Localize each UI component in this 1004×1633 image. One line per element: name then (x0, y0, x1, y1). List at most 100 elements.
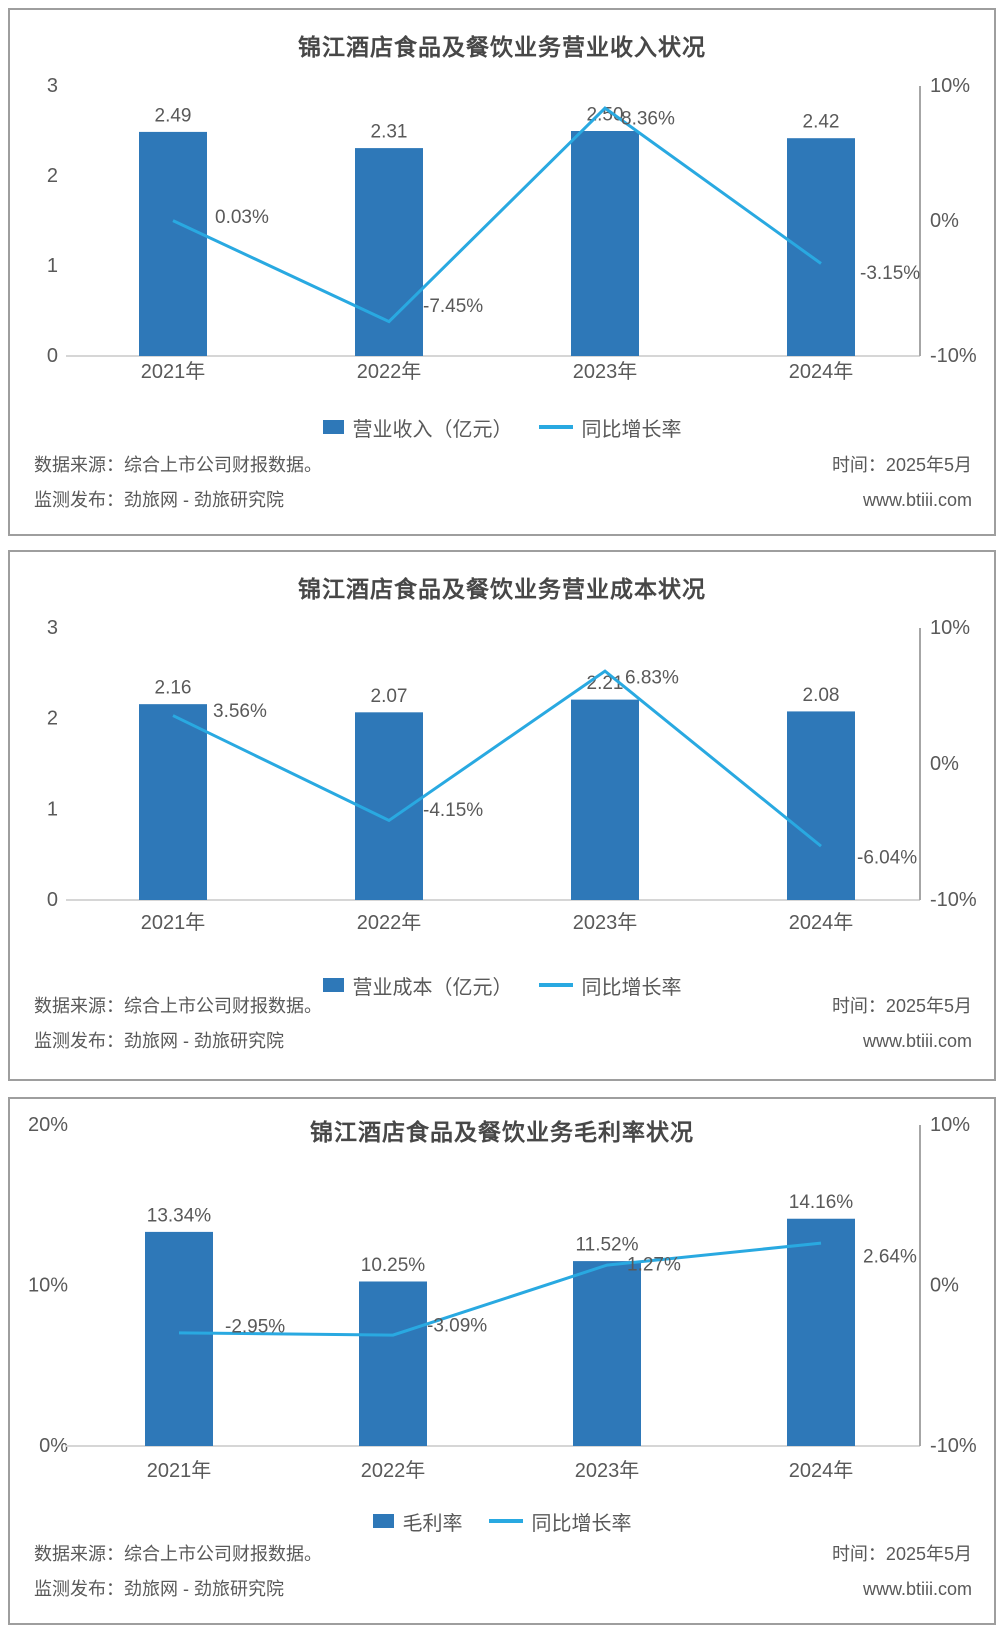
footer-time-line: 时间：2025年5月 (831, 1544, 972, 1564)
svg-text:0%: 0% (930, 753, 959, 775)
svg-text:-10%: -10% (930, 889, 977, 911)
svg-text:2024年: 2024年 (789, 1459, 854, 1482)
svg-text:-10%: -10% (930, 1435, 977, 1457)
line-series-swatch-icon (538, 983, 573, 987)
gross-margin-chart-title: 锦江酒店食品及餐饮业务毛利率状况 (310, 1119, 694, 1145)
footer-source-line: 数据来源：综合上市公司财报数据。 (34, 1544, 322, 1564)
svg-text:2024年: 2024年 (789, 911, 854, 934)
svg-text:0%: 0% (39, 1435, 68, 1457)
svg-text:-3.15%: -3.15% (860, 263, 920, 284)
svg-text:-4.15%: -4.15% (423, 800, 483, 821)
svg-text:-2.95%: -2.95% (225, 1316, 285, 1337)
legend-item-line: 同比增长率 (488, 1507, 632, 1536)
svg-text:0: 0 (47, 889, 58, 911)
legend-label-bar: 毛利率 (402, 1512, 463, 1535)
legend-item-line: 同比增长率 (538, 413, 682, 442)
svg-text:-3.09%: -3.09% (427, 1316, 487, 1337)
svg-text:11.52%: 11.52% (575, 1235, 638, 1256)
svg-text:2: 2 (47, 165, 58, 187)
svg-text:2022年: 2022年 (357, 360, 422, 383)
cost-chart-title: 锦江酒店食品及餐饮业务营业成本状况 (298, 576, 706, 602)
svg-text:0: 0 (47, 345, 58, 367)
line-series-swatch-icon (488, 1519, 523, 1523)
footer-publisher-line: 监测发布：劲旅网 - 劲旅研究院 (34, 1031, 284, 1051)
legend-label-bar: 营业成本（亿元） (352, 976, 513, 999)
svg-text:3.56%: 3.56% (213, 701, 267, 722)
svg-text:10.25%: 10.25% (361, 1255, 426, 1276)
bar-series-swatch-icon (372, 1514, 394, 1528)
legend-item-bar: 营业收入（亿元） (322, 413, 513, 442)
svg-text:3: 3 (47, 617, 58, 639)
bar-series-swatch-icon (322, 420, 344, 434)
svg-text:2.42: 2.42 (803, 112, 840, 133)
legend-item-line: 同比增长率 (538, 971, 682, 1000)
legend-label-bar: 营业收入（亿元） (352, 418, 513, 441)
footer-source-block: 数据来源：综合上市公司财报数据。 监测发布：劲旅网 - 劲旅研究院 (34, 989, 322, 1059)
footer-website-line: www.btiii.com (862, 1031, 972, 1051)
cost-chart-panel: 锦江酒店食品及餐饮业务营业成本状况 3 2 1 0 10% 0% -10% 2.16 2.07 2… (8, 550, 996, 1081)
footer-time-block: 时间：2025年5月 www.btiii.com (832, 448, 972, 518)
gross-margin-chart-panel: 锦江酒店食品及餐饮业务毛利率状况 20% 10% 0% 10% 0% -10% 13.34%… (8, 1097, 996, 1625)
legend-label-line: 同比增长率 (581, 976, 682, 999)
svg-text:2021年: 2021年 (141, 360, 206, 383)
svg-text:2024年: 2024年 (789, 360, 854, 383)
footer-source-line: 数据来源：综合上市公司财报数据。 (34, 996, 322, 1016)
svg-text:2021年: 2021年 (141, 911, 206, 934)
svg-text:10%: 10% (930, 75, 970, 97)
legend-label-line: 同比增长率 (531, 1512, 632, 1535)
svg-text:-10%: -10% (930, 345, 977, 367)
footer-source-block: 数据来源：综合上市公司财报数据。 监测发布：劲旅网 - 劲旅研究院 (34, 448, 322, 518)
legend-item-bar: 毛利率 (372, 1507, 463, 1536)
svg-text:2.16: 2.16 (155, 678, 192, 699)
cost-chart-canvas: 3 2 1 0 10% 0% -10% 2.16 2.07 2.21 2.08 3.56% -4.15%… (47, 617, 977, 934)
svg-text:13.34%: 13.34% (147, 1205, 212, 1226)
svg-text:2: 2 (47, 708, 58, 730)
bar-series-swatch-icon (322, 978, 344, 992)
svg-text:2.21: 2.21 (587, 673, 624, 694)
svg-text:3: 3 (47, 75, 58, 97)
svg-text:0%: 0% (930, 210, 959, 232)
svg-text:2.50: 2.50 (587, 105, 624, 126)
footer-time-block: 时间：2025年5月 www.btiii.com (832, 989, 972, 1059)
svg-text:-6.04%: -6.04% (857, 848, 917, 869)
revenue-chart-canvas: 3 2 1 0 10% 0% -10% 2.49 2.31 2.50 2.42 0.03% -7.45%… (47, 75, 977, 383)
footer-time-line: 时间：2025年5月 (831, 996, 972, 1016)
svg-text:2021年: 2021年 (147, 1459, 212, 1482)
svg-text:10%: 10% (930, 1114, 970, 1136)
svg-text:10%: 10% (930, 617, 970, 639)
svg-text:1: 1 (47, 798, 58, 820)
chart-footer: 数据来源：综合上市公司财报数据。 监测发布：劲旅网 - 劲旅研究院 时间：202… (34, 448, 972, 518)
svg-text:1: 1 (47, 255, 58, 277)
cost-chart-legend: 营业成本（亿元） 同比增长率 (10, 971, 994, 1000)
svg-text:2023年: 2023年 (575, 1459, 640, 1482)
svg-text:0%: 0% (930, 1275, 959, 1297)
svg-text:8.36%: 8.36% (621, 109, 675, 130)
svg-text:-7.45%: -7.45% (423, 296, 483, 317)
svg-text:0.03%: 0.03% (215, 207, 269, 228)
svg-text:2.49: 2.49 (155, 105, 192, 126)
svg-text:2.07: 2.07 (371, 686, 408, 707)
footer-website-line: www.btiii.com (862, 1579, 972, 1599)
svg-text:2022年: 2022年 (357, 911, 422, 934)
svg-text:6.83%: 6.83% (625, 668, 679, 689)
gross-margin-chart-legend: 毛利率 同比增长率 (10, 1507, 994, 1536)
gross-margin-chart-canvas: 20% 10% 0% 10% 0% -10% 13.34% 10.25% 11.52% 14.16… (28, 1114, 977, 1482)
svg-text:2022年: 2022年 (361, 1459, 426, 1482)
revenue-chart-panel: 锦江酒店食品及餐饮业务营业收入状况 3 2 1 0 10% 0% -10% 2.49 2.31 2… (8, 8, 996, 536)
svg-text:2023年: 2023年 (573, 911, 638, 934)
footer-publisher-line: 监测发布：劲旅网 - 劲旅研究院 (34, 490, 284, 510)
chart-footer: 数据来源：综合上市公司财报数据。 监测发布：劲旅网 - 劲旅研究院 时间：202… (34, 1537, 972, 1607)
footer-time-line: 时间：2025年5月 (831, 455, 972, 475)
legend-label-line: 同比增长率 (581, 418, 682, 441)
footer-website-line: www.btiii.com (862, 490, 972, 510)
footer-time-block: 时间：2025年5月 www.btiii.com (832, 1537, 972, 1607)
chart-footer: 数据来源：综合上市公司财报数据。 监测发布：劲旅网 - 劲旅研究院 时间：202… (34, 989, 972, 1059)
svg-text:2023年: 2023年 (573, 360, 638, 383)
svg-text:14.16%: 14.16% (789, 1192, 854, 1213)
svg-text:2.08: 2.08 (803, 685, 840, 706)
legend-item-bar: 营业成本（亿元） (322, 971, 513, 1000)
svg-text:2.64%: 2.64% (863, 1247, 917, 1268)
footer-source-block: 数据来源：综合上市公司财报数据。 监测发布：劲旅网 - 劲旅研究院 (34, 1537, 322, 1607)
revenue-chart-title: 锦江酒店食品及餐饮业务营业收入状况 (298, 34, 706, 60)
svg-text:2.31: 2.31 (371, 122, 408, 143)
